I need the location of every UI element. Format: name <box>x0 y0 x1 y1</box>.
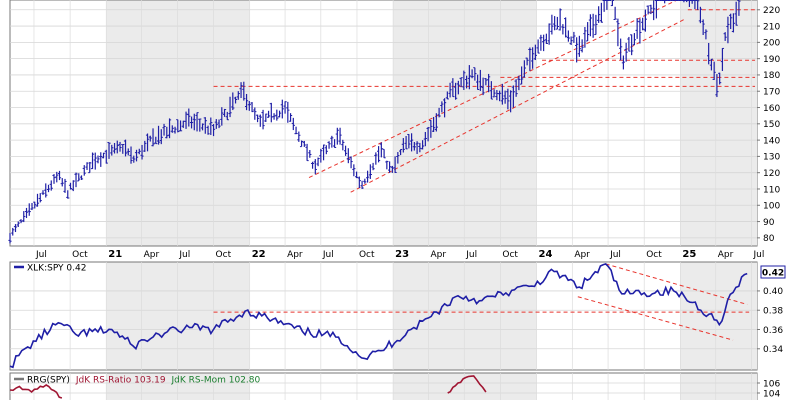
price-ohlc-bars <box>8 0 741 244</box>
year-band <box>680 262 757 370</box>
y-tick-label: 220 <box>763 6 780 16</box>
x-tick-year-label: 25 <box>682 249 696 260</box>
ratio-series-line <box>9 262 748 369</box>
price-trend-channel <box>308 0 685 193</box>
y-tick-label: 110 <box>763 185 780 195</box>
x-tick-month-label: Oct <box>646 250 662 260</box>
price-gridlines <box>10 0 757 246</box>
y-tick-label: 130 <box>763 153 780 163</box>
x-tick-year-label: 23 <box>395 249 409 260</box>
price-x-axis: Jul Oct 21 Apr Jul Oct 22 Apr Jul Oct 23 Apr Jul Oct 2… <box>35 249 764 260</box>
x-tick-year-label: 22 <box>252 249 266 260</box>
ratio-gridlines <box>10 262 757 370</box>
ratio-legend: XLK:SPY 0.42 <box>14 264 86 274</box>
x-tick-month-label: Jul <box>322 250 334 260</box>
rrg-legend-momentum: JdK RS-Mom 102.80 <box>171 376 261 386</box>
x-tick-year-label: 21 <box>108 249 122 260</box>
y-tick-label: 150 <box>763 120 780 130</box>
ratio-trend-channel <box>577 263 748 341</box>
year-band <box>680 373 757 405</box>
x-tick-month-label: Jul <box>752 250 764 260</box>
trend-line <box>605 263 748 305</box>
x-tick-month-label: Apr <box>430 250 446 260</box>
ratio-legend-text: XLK:SPY 0.42 <box>27 264 86 274</box>
ratio-panel: 0.34 0.36 0.38 0.40 XLK:SPY 0.42 0.42 <box>9 261 786 371</box>
y-tick-label: 120 <box>763 169 780 179</box>
x-tick-month-label: Jul <box>35 250 47 260</box>
ratio-last-value-box <box>760 265 786 279</box>
x-tick-month-label: Apr <box>574 250 590 260</box>
x-tick-month-label: Oct <box>359 250 375 260</box>
x-tick-month-label: Oct <box>216 250 232 260</box>
price-panel: 80 90 100 110 120 130 140 150 160 170 180 190 200 210… <box>8 0 780 260</box>
x-tick-month-label: Jul <box>465 250 477 260</box>
y-tick-label: 0.36 <box>763 326 783 336</box>
y-tick-label: 200 <box>763 39 780 49</box>
x-tick-month-label: Apr <box>718 250 734 260</box>
y-tick-label: 0.34 <box>763 345 783 355</box>
x-tick-month-label: Oct <box>72 250 88 260</box>
year-band <box>393 0 537 246</box>
y-tick-label: 0.38 <box>763 307 783 317</box>
y-tick-label: 210 <box>763 22 780 32</box>
rrg-legend-benchmark: RRG(SPY) <box>27 376 70 386</box>
ratio-y-axis: 0.34 0.36 0.38 0.40 <box>757 287 783 355</box>
y-tick-label: 106 <box>763 379 780 389</box>
rrg-ratio-line <box>9 375 487 399</box>
year-band <box>393 262 537 370</box>
y-tick-label: 90 <box>763 218 775 228</box>
trend-line <box>577 296 734 341</box>
year-band <box>680 0 757 246</box>
x-tick-month-label: Jul <box>178 250 190 260</box>
y-tick-label: 160 <box>763 104 780 114</box>
x-tick-year-label: 24 <box>539 249 553 260</box>
x-tick-month-label: Oct <box>502 250 518 260</box>
y-tick-label: 0.40 <box>763 287 783 297</box>
rrg-legend-text: RRG(SPY) JdK RS-Ratio 103.19 JdK RS-Mom … <box>27 376 261 386</box>
x-tick-month-label: Jul <box>609 250 621 260</box>
y-tick-label: 104 <box>763 389 780 399</box>
ratio-year-bands <box>106 262 757 370</box>
rrg-gridlines <box>10 373 757 405</box>
y-tick-label: 190 <box>763 55 780 65</box>
y-tick-label: 100 <box>763 202 780 212</box>
trend-line <box>308 0 679 179</box>
ratio-last-value-tag: 0.42 <box>760 265 786 279</box>
year-band <box>106 262 250 370</box>
x-tick-month-label: Apr <box>287 250 303 260</box>
rrg-legend-ratio: JdK RS-Ratio 103.19 <box>75 376 166 386</box>
y-tick-label: 170 <box>763 88 780 98</box>
y-tick-label: 180 <box>763 71 780 81</box>
ratio-last-value: 0.42 <box>762 269 784 279</box>
price-support-levels <box>213 9 756 87</box>
rrg-legend: RRG(SPY) JdK RS-Ratio 103.19 JdK RS-Mom … <box>14 376 261 386</box>
price-y-axis: 80 90 100 110 120 130 140 150 160 170 180 190 200 210… <box>757 6 780 244</box>
y-tick-label: 140 <box>763 136 780 146</box>
y-tick-label: 80 <box>763 234 775 244</box>
x-tick-month-label: Apr <box>144 250 160 260</box>
